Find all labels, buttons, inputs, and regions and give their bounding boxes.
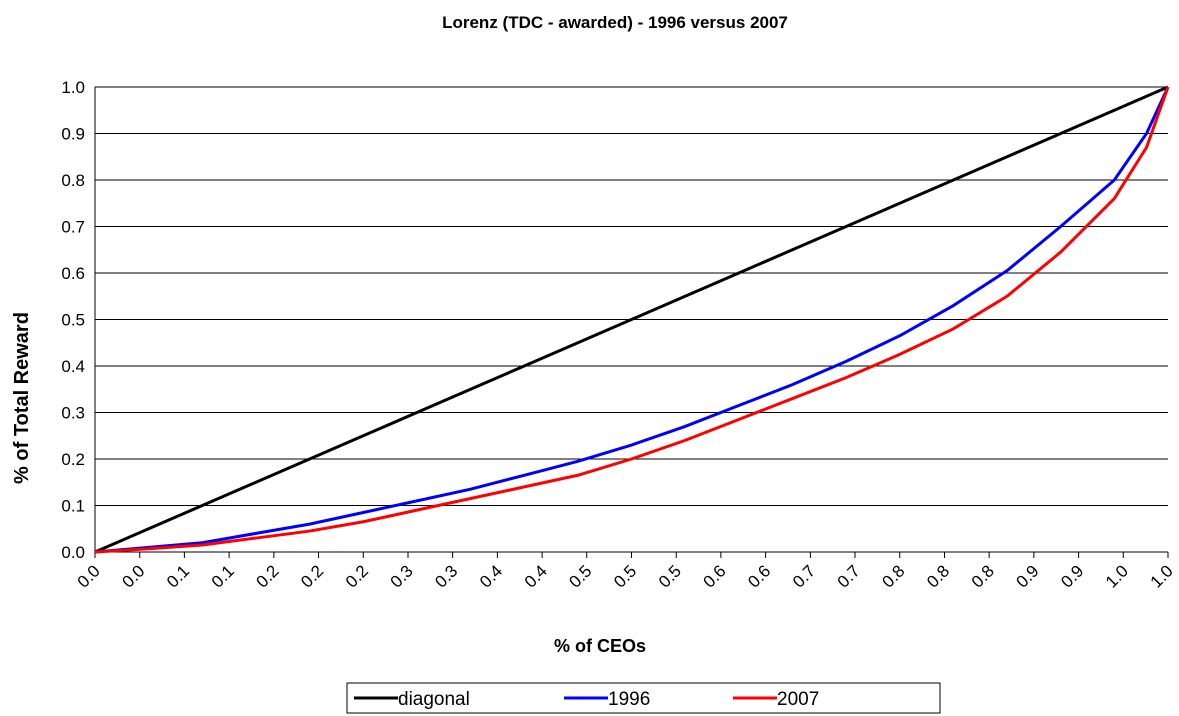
line (94, 85, 1169, 554)
x-tick-label: 0.1 (208, 561, 238, 591)
x-tick-label: 0.9 (1057, 561, 1087, 591)
x-tick-label: 0.6 (744, 561, 774, 591)
x-tick-label: 0.8 (923, 561, 953, 591)
x-axis-label: % of CEOs (554, 636, 646, 656)
x-tick-label: 0.0 (74, 561, 104, 591)
y-tick-label: 1.0 (61, 78, 85, 97)
y-tick-label: 0.7 (61, 218, 85, 237)
y-tick-label: 0.2 (61, 450, 85, 469)
y-tick-label: 0.0 (61, 543, 85, 562)
x-tick-label: 0.1 (163, 561, 193, 591)
x-tick-label: 0.8 (968, 561, 998, 591)
x-tick-label: 0.7 (789, 561, 819, 591)
line (94, 86, 1170, 554)
y-tick-label: 0.8 (61, 171, 85, 190)
x-tick-label: 0.8 (878, 561, 908, 591)
x-tick-label: 0.2 (342, 561, 372, 591)
y-tick-label: 0.6 (61, 264, 85, 283)
y-tick-label: 0.4 (61, 357, 85, 376)
x-tick-label: 0.3 (387, 561, 417, 591)
chart-title: Lorenz (TDC - awarded) - 1996 versus 200… (442, 13, 788, 32)
x-tick-label: 0.5 (565, 561, 595, 591)
y-tick-label: 0.5 (61, 311, 85, 330)
x-tick-label: 1.0 (1147, 561, 1177, 591)
x-tick-label: 0.5 (655, 561, 685, 591)
x-tick-label: 0.0 (118, 561, 148, 591)
legend-label: diagonal (398, 689, 470, 710)
x-tick-label: 0.6 (700, 561, 730, 591)
y-tick-label: 0.1 (61, 497, 85, 516)
x-tick-label: 0.4 (521, 561, 551, 591)
legend-label: 2007 (777, 689, 819, 710)
y-tick-label: 0.3 (61, 404, 85, 423)
x-tick-label: 0.4 (476, 561, 506, 591)
x-tick-label: 0.3 (431, 561, 461, 591)
x-tick-label: 0.2 (253, 561, 283, 591)
legend-box (346, 682, 941, 714)
x-tick-label: 0.9 (1013, 561, 1043, 591)
legend-label: 1996 (608, 689, 650, 710)
y-axis-label: % of Total Reward (11, 312, 33, 484)
x-tick-label: 0.5 (610, 561, 640, 591)
line (94, 86, 1170, 554)
y-tick-label: 0.9 (61, 125, 85, 144)
x-tick-label: 0.7 (834, 561, 864, 591)
x-tick-label: 1.0 (1102, 561, 1132, 591)
x-tick-label: 0.2 (297, 561, 327, 591)
